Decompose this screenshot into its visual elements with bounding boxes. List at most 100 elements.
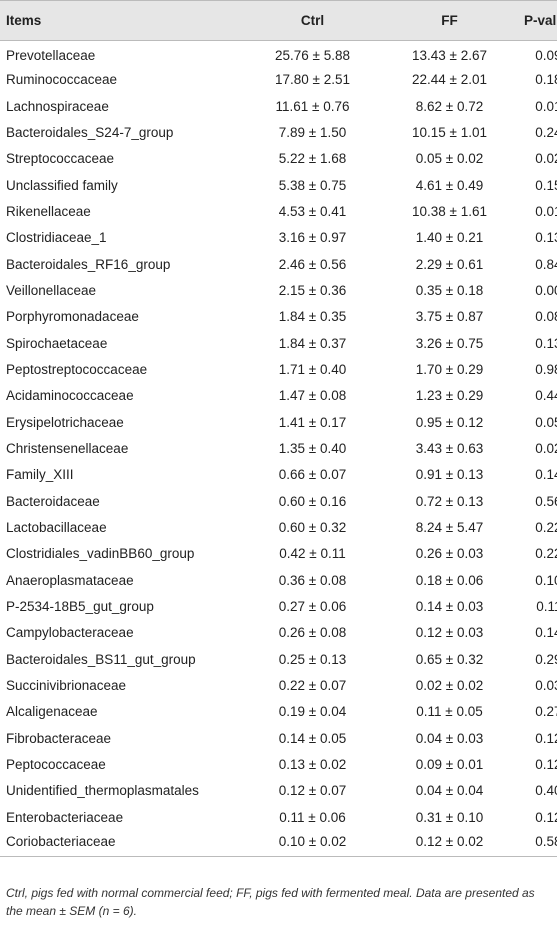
value-cell: 0.276 (535, 704, 557, 720)
item-cell: Erysipelotrichaceae (6, 414, 124, 430)
value-cell: 0.26 ± 0.03 (415, 546, 484, 562)
table-row: Anaeroplasmataceae 0.36 ± 0.08 0.18 ± 0.06… (0, 567, 557, 593)
table-row: Succinivibrionaceae 0.22 ± 0.07 0.02 ± 0.0… (0, 672, 557, 698)
value-cell: 10.15 ± 1.01 (412, 125, 487, 141)
value-cell: 1.40 ± 0.21 (415, 230, 484, 246)
value-cell: 1.84 ± 0.37 (278, 335, 347, 351)
table-row: Bacteroidales_RF16_group 2.46 ± 0.56 2.29 … (0, 251, 557, 277)
table-row: Rikenellaceae 4.53 ± 0.41 10.38 ± 1.61 0.01… (0, 198, 557, 224)
value-cell: 0.014 (535, 204, 557, 220)
item-cell: Bacteroidales_S24-7_group (6, 125, 174, 141)
value-cell: 0.14 ± 0.05 (278, 730, 347, 746)
item-cell: Family_XIII (6, 467, 74, 483)
value-cell: 0.95 ± 0.12 (415, 414, 484, 430)
value-cell: 1.41 ± 0.17 (278, 414, 347, 430)
table-row: Veillonellaceae 2.15 ± 0.36 0.35 ± 0.18 0.0… (0, 277, 557, 303)
value-cell: 0.843 (535, 256, 557, 272)
table-row: Peptostreptococcaceae 1.71 ± 0.40 1.70 ± 0… (0, 356, 557, 382)
table-row: Lactobacillaceae 0.60 ± 0.32 8.24 ± 5.47 0.… (0, 514, 557, 540)
item-cell: P-2534-18B5_gut_group (6, 599, 154, 615)
value-cell: 0.083 (535, 309, 557, 325)
value-cell: 0.027 (535, 151, 557, 167)
value-cell: 0.26 ± 0.08 (278, 625, 347, 641)
value-cell: 1.84 ± 0.35 (278, 309, 347, 325)
item-cell: Alcaligenaceae (6, 704, 98, 720)
value-cell: 0.221 (535, 520, 557, 536)
value-cell: 0.60 ± 0.32 (278, 520, 347, 536)
value-cell: 0.109 (535, 572, 557, 588)
value-cell: 0.401 (535, 783, 557, 799)
item-cell: Lachnospiraceae (6, 98, 109, 114)
table-row: Family_XIII 0.66 ± 0.07 0.91 ± 0.13 0.141 (0, 462, 557, 488)
item-cell: Bacteroidales_BS11_gut_group (6, 651, 196, 667)
value-cell: 0.04 ± 0.04 (415, 783, 484, 799)
value-cell: 0.12 ± 0.03 (415, 625, 484, 641)
value-cell: 0.985 (535, 362, 557, 378)
value-cell: 0.91 ± 0.13 (415, 467, 484, 483)
table-row: Coriobacteriaceae 0.10 ± 0.02 0.12 ± 0.02 0… (0, 830, 557, 858)
value-cell: 0.36 ± 0.08 (278, 572, 347, 588)
value-cell: 0.14 ± 0.03 (415, 599, 484, 615)
item-cell: Acidaminococcaceae (6, 388, 134, 404)
value-cell: 0.25 ± 0.13 (278, 651, 347, 667)
value-cell: 1.35 ± 0.40 (278, 441, 347, 457)
table-body: Prevotellaceae 25.76 ± 5.88 13.43 ± 2.67 0.… (0, 41, 557, 858)
item-cell: Bacteroidales_RF16_group (6, 256, 171, 272)
value-cell: 11.61 ± 0.76 (275, 98, 350, 114)
value-cell: 13.43 ± 2.67 (412, 48, 487, 64)
item-cell: Porphyromonadaceae (6, 309, 139, 325)
item-cell: Enterobacteriaceae (6, 809, 124, 825)
value-cell: 0.18 ± 0.06 (415, 572, 484, 588)
value-cell: 8.62 ± 0.72 (415, 98, 484, 114)
value-cell: 0.65 ± 0.32 (415, 651, 484, 667)
item-cell: Clostridiaceae_1 (6, 230, 107, 246)
value-cell: 0.22 ± 0.07 (278, 678, 347, 694)
table-row: Prevotellaceae 25.76 ± 5.88 13.43 ± 2.67 0.… (0, 41, 557, 67)
item-cell: Prevotellaceae (6, 48, 96, 64)
value-cell: 0.19 ± 0.04 (278, 704, 347, 720)
table-row: Bacteroidales_S24-7_group 7.89 ± 1.50 10.1… (0, 119, 557, 145)
value-cell: 0.017 (535, 98, 557, 114)
value-cell: 0.132 (535, 335, 557, 351)
value-cell: 0.003 (535, 283, 557, 299)
value-cell: 7.89 ± 1.50 (278, 125, 347, 141)
item-cell: Peptococcaceae (6, 757, 106, 773)
table-row: Campylobacteraceae 0.26 ± 0.08 0.12 ± 0.03… (0, 620, 557, 646)
value-cell: 0.134 (535, 230, 557, 246)
item-cell: Peptostreptococcaceae (6, 362, 148, 378)
value-cell: 1.23 ± 0.29 (415, 388, 484, 404)
value-cell: 0.180 (535, 72, 557, 88)
table-row: Streptococcaceae 5.22 ± 1.68 0.05 ± 0.02 0.… (0, 146, 557, 172)
value-cell: 0.140 (535, 625, 557, 641)
item-cell: Spirochaetaceae (6, 335, 108, 351)
value-cell: 0.566 (535, 493, 557, 509)
value-cell: 0.11 ± 0.06 (279, 809, 346, 825)
value-cell: 1.47 ± 0.08 (278, 388, 347, 404)
value-cell: 0.60 ± 0.16 (278, 493, 347, 509)
value-cell: 3.75 ± 0.87 (415, 309, 484, 325)
table-header: Items Ctrl FF P-value (0, 0, 557, 41)
table-row: Enterobacteriaceae 0.11 ± 0.06 0.31 ± 0.10… (0, 804, 557, 830)
header-row: Items Ctrl FF P-value (0, 0, 557, 41)
value-cell: 0.098 (535, 48, 557, 64)
table-row: P-2534-18B5_gut_group 0.27 ± 0.06 0.14 ± 0… (0, 593, 557, 619)
value-cell: 4.53 ± 0.41 (278, 204, 347, 220)
value-cell: 0.587 (518, 830, 557, 858)
item-cell: Unclassified family (6, 177, 118, 193)
item-cell: Anaeroplasmataceae (6, 572, 134, 588)
item-cell: Ruminococcaceae (6, 72, 118, 88)
value-cell: 0.66 ± 0.07 (278, 467, 347, 483)
value-cell: 3.16 ± 0.97 (278, 230, 347, 246)
table-row: Clostridiaceae_1 3.16 ± 0.97 1.40 ± 0.21 0.… (0, 225, 557, 251)
value-cell: 0.27 ± 0.06 (278, 599, 347, 615)
value-cell: 25.76 ± 5.88 (275, 48, 350, 64)
value-cell: 0.11 ± 0.05 (416, 704, 483, 720)
value-cell: 8.24 ± 5.47 (415, 520, 484, 536)
table-row: Christensenellaceae 1.35 ± 0.40 3.43 ± 0.6… (0, 435, 557, 461)
value-cell: 0.02 ± 0.02 (415, 678, 484, 694)
value-cell: 0.05 ± 0.02 (415, 151, 484, 167)
table-row: Unidentified_thermoplasmatales 0.12 ± 0.0… (0, 778, 557, 804)
value-cell: 0.022 (535, 441, 557, 457)
table-row: Peptococcaceae 0.13 ± 0.02 0.09 ± 0.01 0.12… (0, 751, 557, 777)
